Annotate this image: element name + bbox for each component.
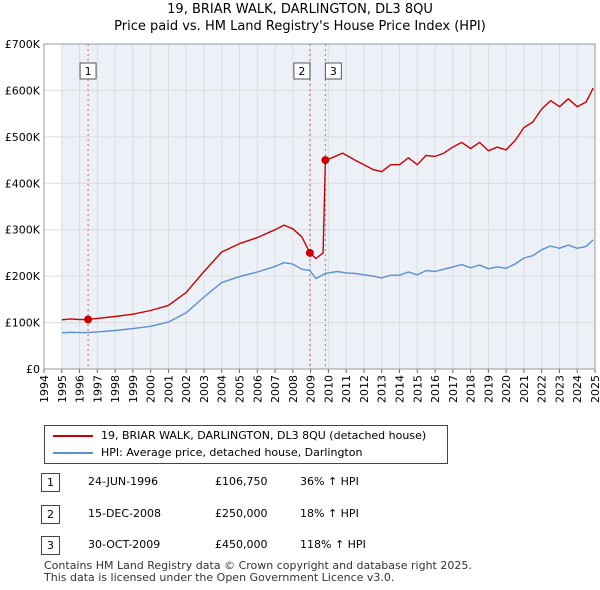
x-tick-label: 1997	[91, 375, 104, 403]
transaction-date: 30-OCT-2009	[88, 538, 161, 551]
transaction-number: 1	[41, 473, 60, 492]
table-row: 1 24-JUN-1996 £106,750 36% ↑ HPI	[0, 473, 600, 493]
x-axis: 1994 1995 1996 1997 1998 1999 2000 2001 2002 2003…	[38, 369, 600, 403]
x-tick-label: 2012	[358, 375, 371, 403]
price-chart: 1 2 3 £0 £100K £200K £300K £400K £500K £600K £700…	[5, 38, 600, 403]
series-lines	[61, 87, 594, 334]
x-tick-label: 2018	[465, 375, 478, 403]
x-tick-label: 2005	[234, 375, 247, 403]
transaction-price: £250,000	[215, 507, 268, 520]
x-tick-label: 1994	[38, 375, 51, 403]
series-line	[61, 239, 594, 334]
x-tick-label: 2017	[447, 375, 460, 403]
sale-label-box	[324, 62, 342, 80]
x-tick-label: 2003	[198, 375, 211, 403]
y-tick-label: £400K	[5, 177, 41, 190]
plot-frame	[43, 43, 596, 370]
sale-label-box	[79, 62, 97, 80]
x-tick-label: 2020	[500, 375, 513, 403]
x-tick-label: 2019	[482, 375, 495, 403]
sale-label-text: 1	[85, 65, 92, 78]
x-tick-label: 2023	[553, 375, 566, 403]
table-row: 3 30-OCT-2009 £450,000 118% ↑ HPI	[0, 536, 600, 556]
transaction-hpi: 18% ↑ HPI	[300, 507, 359, 520]
x-tick-label: 2008	[287, 375, 300, 403]
x-tick-label: 2000	[145, 375, 158, 403]
x-tick-label: 2007	[269, 375, 282, 403]
legend: 19, BRIAR WALK, DARLINGTON, DL3 8QU (det…	[44, 425, 448, 464]
y-tick-label: £200K	[5, 270, 41, 283]
legend-item-property: 19, BRIAR WALK, DARLINGTON, DL3 8QU (det…	[53, 428, 426, 444]
x-tick-label: 1999	[127, 375, 140, 403]
y-tick-label: £500K	[5, 131, 41, 144]
table-row: 2 15-DEC-2008 £250,000 18% ↑ HPI	[0, 505, 600, 525]
x-tick-label: 1996	[74, 375, 87, 403]
x-tick-label: 2024	[571, 375, 584, 403]
y-tick-label: £600K	[5, 84, 41, 97]
x-tick-label: 2009	[305, 375, 318, 403]
sale-vlines: 1 2 3	[79, 44, 342, 369]
y-tick-label: £700K	[5, 38, 41, 51]
x-tick-label: 2002	[180, 375, 193, 403]
x-tick-label: 2001	[162, 375, 175, 403]
y-tick-label: £300K	[5, 224, 41, 237]
footer-copyright: Contains HM Land Registry data © Crown c…	[44, 559, 472, 572]
y-tick-label: £100K	[5, 317, 41, 330]
x-tick-label: 2014	[393, 375, 406, 403]
sale-label-box	[293, 62, 311, 80]
sale-label-text: 2	[298, 65, 305, 78]
x-tick-label: 2006	[251, 375, 264, 403]
x-tick-label: 1998	[109, 375, 122, 403]
legend-label-property: 19, BRIAR WALK, DARLINGTON, DL3 8QU (det…	[101, 429, 427, 442]
sale-point	[305, 248, 314, 257]
transaction-date: 15-DEC-2008	[88, 507, 162, 520]
transaction-hpi: 36% ↑ HPI	[300, 475, 359, 488]
x-tick-label: 2016	[429, 375, 442, 403]
transaction-date: 24-JUN-1996	[88, 475, 159, 488]
sale-point	[321, 156, 330, 165]
transaction-price: £450,000	[215, 538, 268, 551]
x-tick-label: 2010	[322, 375, 335, 403]
legend-swatch-property	[53, 435, 93, 437]
legend-label-hpi: HPI: Average price, detached house, Darl…	[101, 446, 363, 459]
footer-licence: This data is licensed under the Open Gov…	[44, 571, 395, 584]
chart-title: 19, BRIAR WALK, DARLINGTON, DL3 8QU	[167, 2, 433, 17]
y-axis: £0 £100K £200K £300K £400K £500K £600K £700K	[5, 38, 41, 376]
x-tick-label: 2004	[216, 375, 229, 403]
grid	[43, 43, 596, 370]
y-tick-label: £0	[26, 363, 40, 376]
x-tick-label: 2021	[518, 375, 531, 403]
x-tick-label: 1995	[56, 375, 69, 403]
transaction-price: £106,750	[215, 475, 268, 488]
chart-subtitle: Price paid vs. HM Land Registry's House …	[114, 19, 486, 34]
x-tick-label: 2015	[411, 375, 424, 403]
sale-label-text: 3	[330, 65, 337, 78]
x-tick-label: 2013	[376, 375, 389, 403]
legend-swatch-hpi	[53, 452, 93, 454]
x-tick-label: 2011	[340, 375, 353, 403]
sale-point	[84, 315, 93, 324]
legend-item-hpi: HPI: Average price, detached house, Darl…	[53, 445, 362, 461]
transaction-hpi: 118% ↑ HPI	[300, 538, 366, 551]
transaction-number: 2	[41, 505, 60, 524]
transaction-number: 3	[41, 536, 60, 555]
sale-markers	[84, 156, 330, 324]
series-line	[61, 87, 594, 321]
x-tick-label: 2025	[589, 375, 600, 403]
x-tick-label: 2022	[536, 375, 549, 403]
